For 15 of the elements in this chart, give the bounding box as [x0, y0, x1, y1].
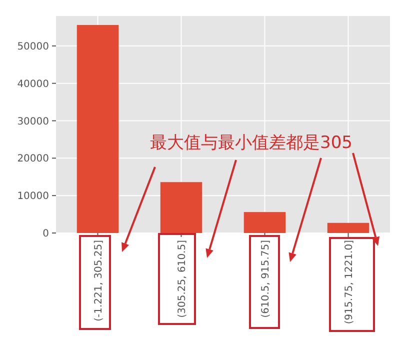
y-tick-label: 10000	[17, 191, 49, 202]
annotation: 最大值与最小值差都是305	[150, 133, 352, 153]
bar	[327, 222, 370, 233]
bar	[76, 24, 119, 233]
y-tick-label: 20000	[17, 154, 49, 165]
y-tick-label: 30000	[17, 116, 49, 128]
bar	[244, 212, 286, 233]
y-tick-label: 0	[42, 228, 49, 240]
x-tick-label: (-1.221, 305.25]	[93, 240, 104, 322]
y-tick-label: 50000	[17, 41, 49, 52]
y-tick-label: 40000	[17, 78, 49, 90]
x-tick-label: (915.75, 1221.0]	[344, 240, 355, 324]
x-tick-label: (305.25, 610.5]	[176, 240, 188, 318]
x-tick-label: (610.5, 915.75]	[260, 240, 272, 318]
bar	[160, 182, 202, 233]
